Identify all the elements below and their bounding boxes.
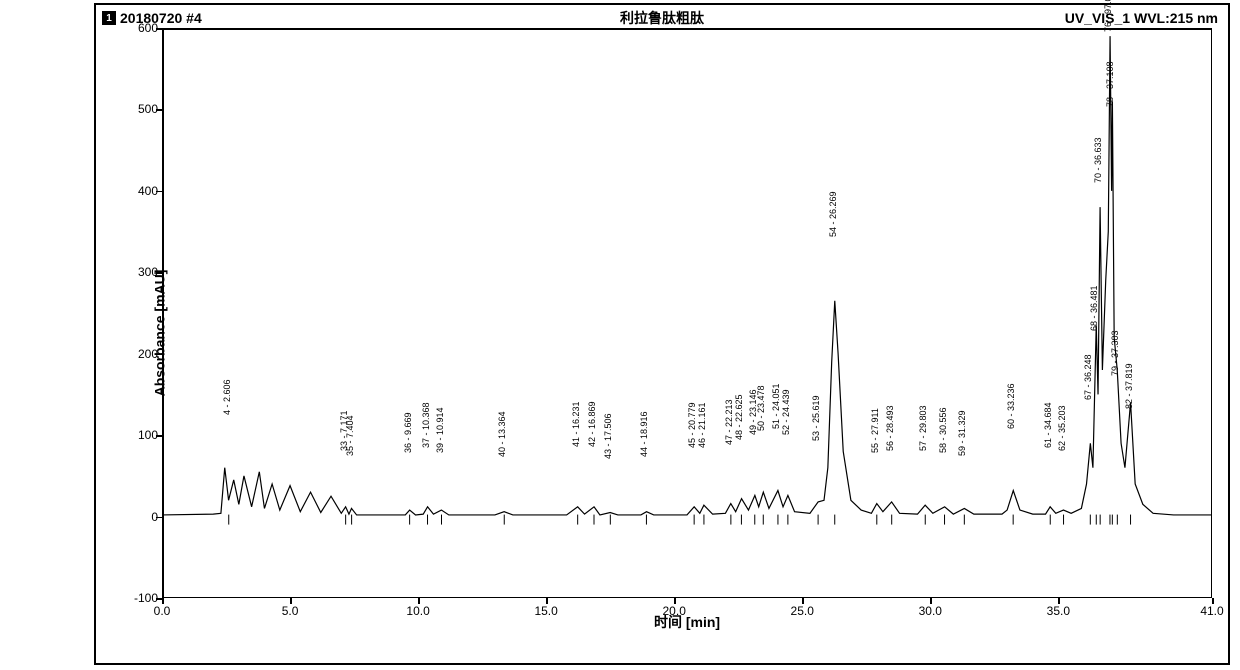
trace-marker-icon: 1 — [102, 11, 116, 25]
peak-label: 53 - 25.619 — [811, 396, 821, 442]
peak-label: 56 - 28.493 — [885, 405, 895, 451]
peak-label: 60 - 33.236 — [1006, 383, 1016, 429]
x-tick-label: 25.0 — [791, 604, 814, 618]
chromatogram-trace — [162, 28, 1212, 598]
y-tick-label: 200 — [126, 347, 158, 361]
x-tick-mark — [1212, 598, 1214, 604]
x-tick-label: 0.0 — [154, 604, 171, 618]
x-tick-mark — [674, 598, 676, 604]
peak-label: 40 - 13.364 — [497, 412, 507, 458]
peak-label: 37 - 10.368 — [421, 402, 431, 448]
y-axis-line — [162, 28, 164, 598]
peak-label: 35 - 7.404 — [345, 415, 355, 456]
y-tick-mark — [156, 109, 162, 111]
peak-label: 59 - 31.329 — [957, 410, 967, 456]
peak-label: 54 - 26.269 — [828, 191, 838, 237]
peak-label: 76 - 97.016 — [1103, 0, 1113, 32]
peak-label: 36 - 9.669 — [403, 413, 413, 454]
y-tick-label: 300 — [126, 265, 158, 279]
peak-label: 42 - 16.869 — [587, 401, 597, 447]
x-tick-mark — [418, 598, 420, 604]
x-tick-label: 10.0 — [406, 604, 429, 618]
peak-label: 67 - 36.248 — [1083, 355, 1093, 401]
y-tick-label: 500 — [126, 102, 158, 116]
x-tick-mark — [802, 598, 804, 604]
y-tick-mark — [156, 354, 162, 356]
x-tick-label: 15.0 — [534, 604, 557, 618]
peak-label: 62 - 35.203 — [1057, 405, 1067, 451]
chromatogram-chart: 1 20180720 #4 利拉鲁肽粗肽 UV_VIS_1 WVL:215 nm… — [100, 8, 1224, 658]
peak-label: 47 - 22.213 — [724, 400, 734, 446]
x-tick-mark — [930, 598, 932, 604]
peak-label: 68 - 36.481 — [1089, 286, 1099, 332]
y-tick-mark — [156, 272, 162, 274]
y-tick-mark — [156, 191, 162, 193]
header-center-text: 利拉鲁肽粗肽 — [620, 8, 704, 28]
peak-label: 41 - 16.231 — [571, 401, 581, 447]
peak-label: 50 - 23.478 — [756, 386, 766, 432]
peak-label: 51 - 24.051 — [771, 383, 781, 429]
peak-label: 44 - 18.916 — [639, 412, 649, 458]
peak-label: 58 - 30.556 — [938, 408, 948, 454]
y-tick-label: 100 — [126, 428, 158, 442]
chart-header: 1 20180720 #4 利拉鲁肽粗肽 UV_VIS_1 WVL:215 nm — [100, 8, 1224, 28]
y-tick-label: 0 — [126, 510, 158, 524]
peak-label: 4 - 2.606 — [222, 380, 232, 416]
peak-label: 52 - 24.439 — [781, 389, 791, 435]
header-right-text: UV_VIS_1 WVL:215 nm — [1065, 10, 1218, 26]
x-tick-mark — [290, 598, 292, 604]
peak-label: 46 - 21.161 — [697, 402, 707, 448]
x-axis-line — [162, 597, 1212, 599]
plot-area: 时间 [min] 4 - 2.60633 - 7.17135 - 7.40436… — [162, 28, 1212, 598]
peak-label: 39 - 10.914 — [435, 408, 445, 454]
x-tick-mark — [1058, 598, 1060, 604]
y-tick-mark — [156, 435, 162, 437]
peak-label: 78 - 37.108 — [1105, 62, 1115, 108]
peak-label: 70 - 36.633 — [1093, 138, 1103, 184]
x-tick-mark — [162, 598, 164, 604]
x-tick-label: 30.0 — [919, 604, 942, 618]
x-tick-label: 35.0 — [1047, 604, 1070, 618]
peak-label: 43 - 17.506 — [603, 414, 613, 460]
peak-label: 48 - 22.625 — [734, 394, 744, 440]
peak-label: 55 - 27.911 — [870, 408, 880, 453]
x-tick-mark — [546, 598, 548, 604]
peak-label: 61 - 34.684 — [1043, 402, 1053, 448]
peak-label: 57 - 29.803 — [918, 405, 928, 451]
plot-right-border — [1211, 28, 1213, 598]
plot-top-border — [162, 28, 1212, 30]
x-tick-label: 20.0 — [663, 604, 686, 618]
x-tick-label: 41.0 — [1200, 604, 1223, 618]
y-tick-mark — [156, 28, 162, 30]
y-tick-mark — [156, 517, 162, 519]
x-tick-label: 5.0 — [282, 604, 299, 618]
y-tick-label: -100 — [126, 591, 158, 605]
peak-label: 45 - 20.779 — [687, 402, 697, 448]
peak-label: 79 - 37.303 — [1110, 330, 1120, 376]
y-tick-label: 600 — [126, 21, 158, 35]
y-tick-label: 400 — [126, 184, 158, 198]
peak-label: 82 - 37.819 — [1124, 363, 1134, 409]
